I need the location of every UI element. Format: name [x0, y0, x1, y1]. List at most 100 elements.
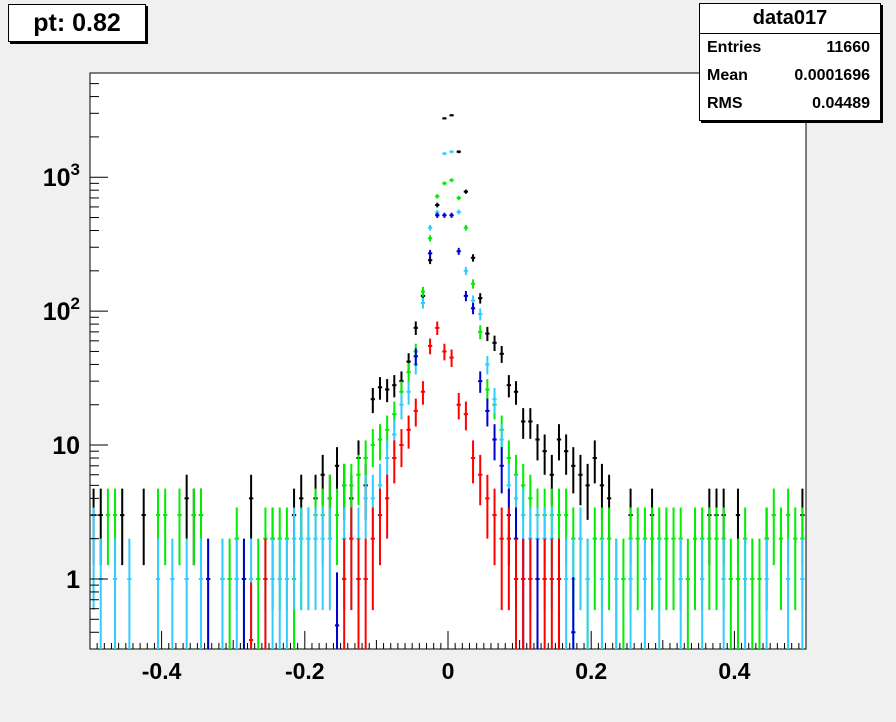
data-point [535, 538, 540, 649]
stats-row-rms: RMS 0.04489 [700, 90, 880, 118]
stats-box: data017 Entries 11660 Mean 0.0001696 RMS… [699, 3, 881, 121]
data-point [413, 398, 418, 427]
data-point [463, 224, 469, 231]
data-point [478, 371, 483, 393]
data-point [585, 538, 590, 649]
data-point [506, 507, 512, 611]
data-point [406, 415, 411, 449]
data-point [800, 538, 805, 649]
stats-value: 11660 [826, 39, 870, 56]
data-point [413, 348, 418, 366]
data-point [492, 387, 497, 414]
data-point [406, 363, 411, 383]
data-point [513, 381, 519, 405]
data-point [578, 454, 583, 506]
data-point [528, 408, 533, 439]
stats-label: RMS [707, 95, 743, 112]
data-point [642, 538, 648, 649]
data-point [499, 507, 504, 611]
stats-histogram-name: data017 [700, 4, 880, 34]
data-point [571, 447, 576, 494]
data-point [449, 114, 454, 117]
data-point [306, 507, 311, 611]
y-tick-label: 102 [43, 294, 80, 326]
data-point [427, 235, 433, 242]
data-point [399, 429, 404, 468]
data-point [535, 424, 540, 461]
data-point [334, 572, 340, 649]
data-point [478, 454, 483, 506]
stats-label: Entries [707, 39, 762, 56]
data-point [563, 538, 569, 649]
data-point [205, 538, 211, 649]
data-point [628, 538, 633, 649]
data-point [263, 538, 268, 649]
data-point [299, 507, 304, 611]
data-point [406, 381, 411, 405]
data-point [556, 538, 562, 649]
data-point [506, 375, 512, 398]
data-point [449, 178, 454, 183]
data-point [556, 424, 562, 461]
data-point [606, 507, 612, 611]
data-point [764, 538, 769, 649]
data-point [227, 538, 232, 649]
data-point [542, 434, 547, 475]
data-point [392, 440, 397, 484]
data-point [757, 538, 762, 649]
data-point [499, 345, 504, 363]
data-point [270, 538, 275, 649]
data-point [170, 538, 175, 649]
data-point [256, 538, 261, 649]
data-point [714, 507, 719, 611]
data-point [478, 325, 483, 340]
data-point [456, 150, 461, 154]
data-point [112, 538, 118, 649]
data-point [184, 538, 189, 649]
data-point [657, 538, 662, 649]
data-point [442, 343, 447, 361]
data-point [700, 538, 705, 649]
data-point [592, 507, 597, 611]
data-point [191, 488, 196, 566]
data-point [456, 209, 461, 215]
data-point [778, 507, 784, 611]
data-point [248, 582, 254, 649]
data-point [470, 302, 476, 315]
data-point [442, 212, 447, 218]
data-point [420, 297, 426, 309]
y-tick-label: 10 [52, 432, 80, 460]
data-point [478, 293, 483, 304]
data-point [793, 507, 798, 611]
data-point [528, 538, 533, 649]
data-point [685, 538, 691, 649]
data-point [470, 254, 476, 262]
data-point [721, 538, 726, 649]
data-point [313, 507, 318, 611]
data-point [363, 474, 368, 539]
data-point [399, 393, 404, 420]
data-point [485, 326, 490, 342]
series-group [248, 321, 562, 649]
data-point [284, 538, 290, 649]
data-point [470, 440, 476, 484]
plot-title: pt: 0.82 [8, 4, 146, 42]
data-point [413, 321, 418, 336]
data-point [177, 488, 182, 566]
data-point [435, 202, 440, 208]
data-point [470, 279, 476, 289]
data-point [291, 507, 297, 611]
data-point [384, 474, 390, 539]
data-point [521, 408, 526, 439]
data-point [492, 488, 497, 566]
data-point [463, 401, 469, 431]
data-point [492, 424, 497, 461]
data-point [592, 440, 597, 484]
data-point [735, 538, 741, 649]
data-point [127, 538, 132, 649]
data-point [427, 338, 433, 355]
data-point [234, 538, 239, 649]
data-point [492, 335, 497, 352]
data-point [599, 538, 605, 649]
data-point [771, 488, 776, 566]
